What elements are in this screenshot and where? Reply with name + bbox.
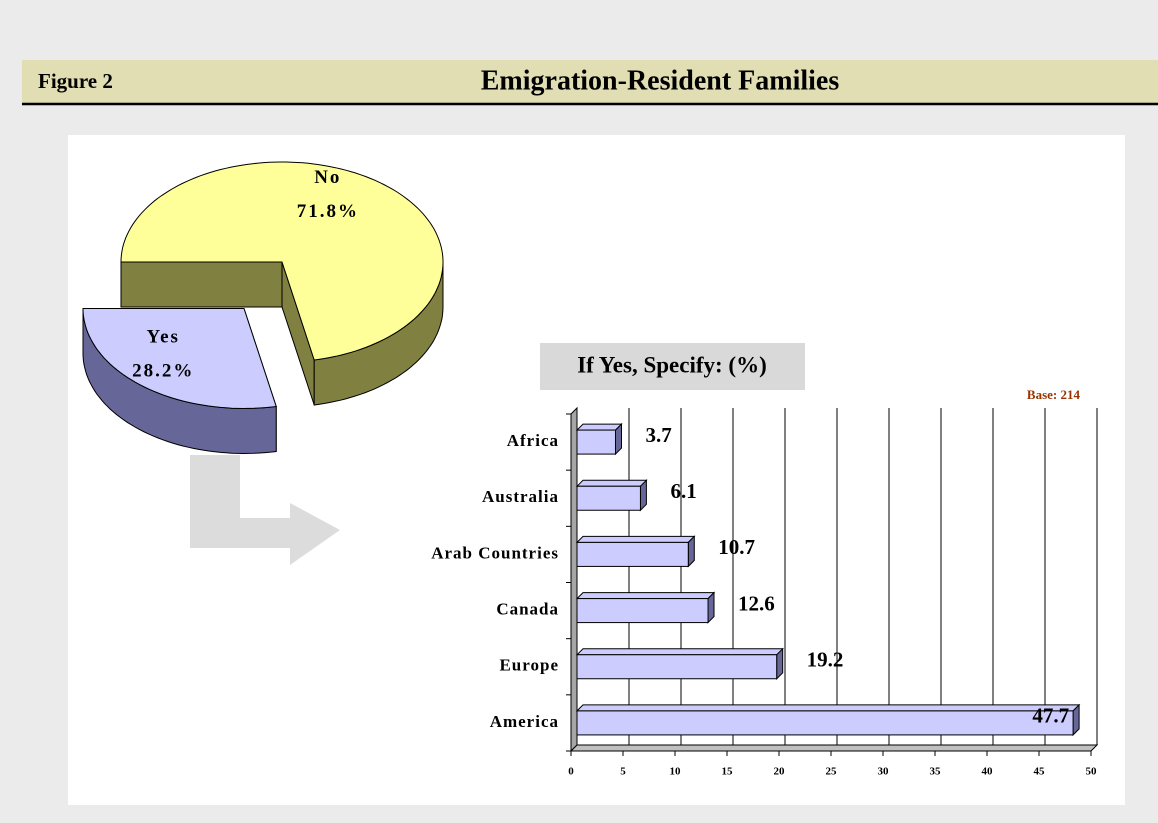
x-tick-label: 40 bbox=[982, 766, 994, 778]
bar-top bbox=[575, 648, 784, 656]
y-tick-label: Australia bbox=[482, 487, 559, 506]
pie-value-label: 28.2% bbox=[132, 360, 194, 381]
bar-top bbox=[575, 704, 1081, 712]
x-tick-label: 30 bbox=[878, 766, 890, 778]
y-tick-label: Canada bbox=[496, 599, 559, 618]
bar-chart: 0 5 10 15 20 25 30 35 40 45 50 Africa 3.7 Australia 6.… bbox=[431, 406, 1099, 778]
x-tick-label: 50 bbox=[1086, 766, 1098, 778]
bar bbox=[576, 710, 1074, 736]
x-tick-label: 25 bbox=[826, 766, 838, 778]
bar-top bbox=[575, 479, 648, 487]
x-tick-label: 5 bbox=[620, 766, 626, 778]
bar-side bbox=[776, 647, 784, 681]
y-tick-label: Arab Countries bbox=[431, 543, 559, 562]
figure-title: Emigration-Resident Families bbox=[481, 65, 840, 96]
x-tick-label: 35 bbox=[930, 766, 942, 778]
x-tick-label: 10 bbox=[670, 766, 682, 778]
bar-side bbox=[1072, 703, 1080, 737]
y-tick-label: Africa bbox=[507, 431, 559, 450]
axis-wall bbox=[570, 406, 578, 753]
bar bbox=[576, 485, 641, 511]
pie-category-label: No bbox=[314, 167, 341, 188]
bar-side bbox=[639, 479, 647, 512]
bar bbox=[576, 541, 689, 567]
pie-slice bbox=[82, 308, 277, 410]
y-tick-label: America bbox=[490, 712, 559, 731]
pie-category-label: Yes bbox=[146, 326, 179, 347]
value-label: 3.7 bbox=[645, 423, 671, 447]
value-label: 12.6 bbox=[738, 591, 775, 615]
bar-top bbox=[575, 592, 716, 600]
figure-label: Figure 2 bbox=[38, 69, 113, 93]
x-tick-label: 20 bbox=[774, 766, 786, 778]
bar-side bbox=[707, 591, 715, 624]
value-label: 19.2 bbox=[807, 648, 844, 672]
bar-top bbox=[575, 423, 623, 431]
bar bbox=[576, 429, 616, 455]
arrow bbox=[190, 455, 340, 565]
pie-cut-face bbox=[120, 261, 283, 308]
y-tick-label: Europe bbox=[499, 656, 559, 675]
bar bbox=[576, 598, 709, 624]
subtitle-box bbox=[540, 343, 805, 390]
base-note: Base: 214 bbox=[1027, 387, 1081, 402]
pie-chart: No 71.8% Yes 28.2% bbox=[82, 161, 444, 455]
bar-title: If Yes, Specify: (%) bbox=[577, 352, 767, 377]
bar bbox=[576, 654, 778, 680]
value-label: 47.7 bbox=[1032, 704, 1069, 728]
bar-side bbox=[615, 422, 622, 456]
pie-value-label: 71.8% bbox=[297, 201, 359, 222]
axis-floor bbox=[569, 744, 1099, 752]
bar-top bbox=[575, 535, 696, 543]
pie-slice bbox=[120, 161, 444, 361]
x-tick-label: 15 bbox=[722, 766, 734, 778]
value-label: 6.1 bbox=[670, 479, 696, 503]
value-label: 10.7 bbox=[718, 535, 755, 559]
x-tick-label: 45 bbox=[1034, 766, 1046, 778]
bar-side bbox=[687, 535, 695, 568]
header-band bbox=[22, 60, 1158, 104]
x-tick-label: 0 bbox=[568, 766, 574, 778]
